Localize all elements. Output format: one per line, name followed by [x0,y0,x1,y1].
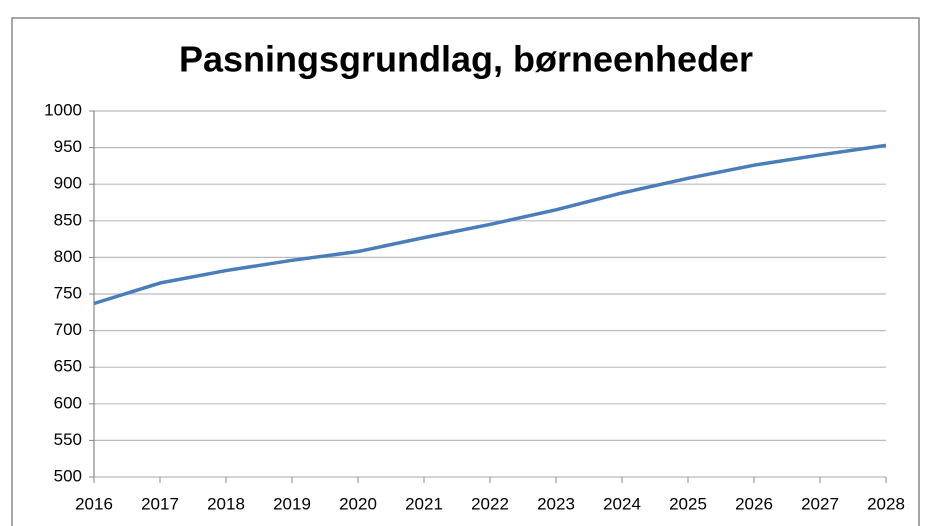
y-tick-label: 900 [54,174,82,193]
x-tick-label: 2019 [273,494,311,513]
y-tick-label: 1000 [44,100,82,119]
y-tick-label: 500 [54,466,82,485]
x-tick-label: 2020 [339,494,377,513]
x-tick-label: 2028 [867,494,905,513]
y-tick-label: 800 [54,247,82,266]
y-tick-label: 950 [54,137,82,156]
y-tick-label: 850 [54,210,82,229]
x-tick-label: 2023 [537,494,575,513]
y-tick-label: 700 [54,320,82,339]
y-tick-label: 750 [54,283,82,302]
x-tick-label: 2025 [669,494,707,513]
x-tick-label: 2027 [801,494,839,513]
x-tick-label: 2022 [471,494,509,513]
x-tick-label: 2021 [405,494,443,513]
x-tick-label: 2017 [141,494,179,513]
y-tick-label: 600 [54,393,82,412]
line [93,143,887,306]
chart-frame [11,17,920,526]
y-tick-label: 550 [54,430,82,449]
x-tick-label: 2026 [735,494,773,513]
x-tick-label: 2024 [603,494,641,513]
x-tick-label: 2018 [207,494,245,513]
x-tick-label: 2016 [75,494,113,513]
y-tick-label: 650 [54,357,82,376]
chart-title: Pasningsgrundlag, børneenheder [179,39,753,80]
